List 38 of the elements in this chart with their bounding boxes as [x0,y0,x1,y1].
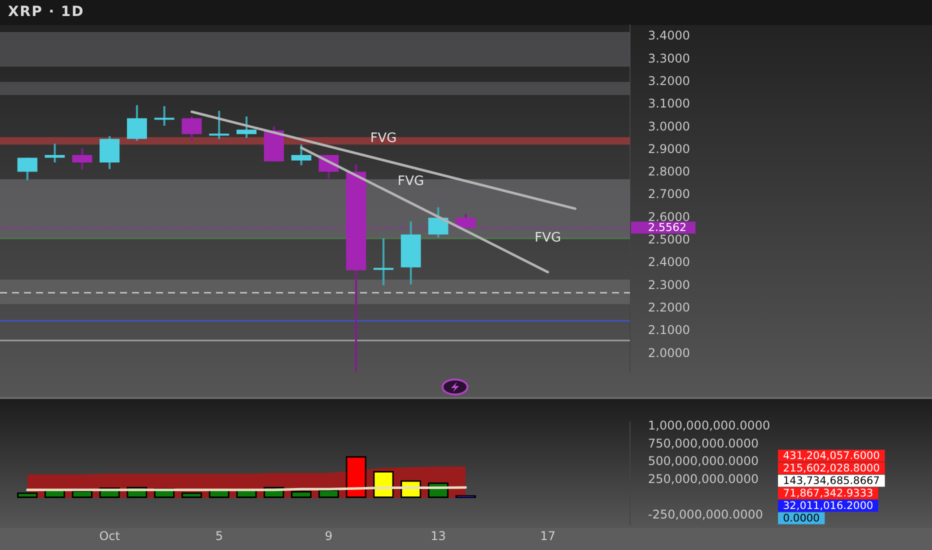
x-tick-label: Oct [99,529,120,544]
y-tick-label: 2.1000 [648,323,690,338]
x-tick-label: 17 [540,529,556,544]
y-tick-label: 2.0000 [648,346,690,360]
y-tick-label: 3.2000 [648,74,690,88]
y-tick-label: 2.8000 [648,164,690,179]
candlestick [373,238,394,286]
annotation: FVG [398,174,424,189]
candlestick [154,106,174,126]
y-tick-label: 250,000,000.0000 [648,472,759,486]
y-tick-label: 2.4000 [648,255,690,270]
y-tick-label: 3.1000 [648,96,690,111]
y-tick-label: 2.7000 [648,187,690,202]
text: 71,867,342.9333 [783,488,874,500]
y-tick-label: 2.3000 [648,278,690,292]
y-tick-label: 3.0000 [648,119,690,134]
annotation: FVG [370,130,397,146]
y-tick-label: -250,000,000.0000 [648,508,764,522]
text: 0.0000 [783,512,820,525]
annotation: FVG [534,230,562,246]
text: 215,602,028.8000 [783,462,880,475]
y-tick-label: 750,000,000.0000 [648,436,759,450]
y-tick-label: 3.4000 [648,28,690,43]
text: 431,204,057.6000 [783,450,880,462]
y-tick-label: 500,000,000.0000 [648,454,759,468]
text: 32,011,016.2000 [783,500,874,512]
y-tick-label: 2.9000 [648,142,690,156]
y-tick-label: 3.3000 [648,51,690,66]
ref-line-label: 2.5562 [648,221,686,234]
x-tick-label: 5 [215,529,223,544]
chart-title: XRP · 1D [8,4,84,20]
y-tick-label: 2.2000 [648,300,690,314]
y-tick-label: 2.6000 [648,210,690,224]
y-tick-label: 1,000,000,000.0000 [648,418,770,433]
text: 143,734,685.8667 [783,475,880,488]
y-tick-label: 2.5000 [648,232,690,247]
x-tick-label: 13 [430,529,446,544]
x-tick-label: 9 [324,529,333,544]
